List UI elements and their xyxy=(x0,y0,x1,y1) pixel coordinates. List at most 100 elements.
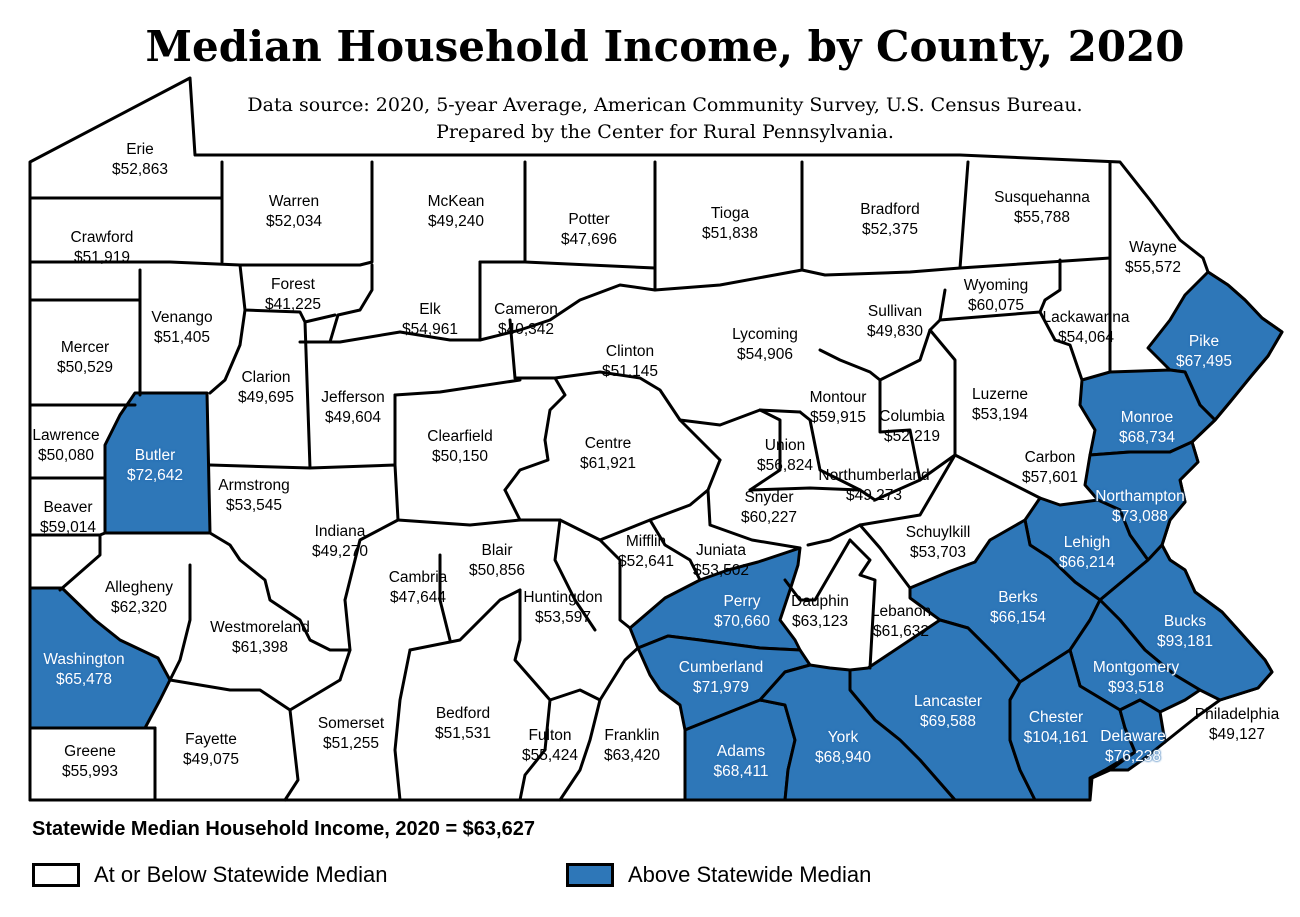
county-label-mercer: Mercer $50,529 xyxy=(57,338,113,378)
county-name: Columbia xyxy=(879,408,945,425)
county-label-huntingdon: Huntingdon $53,597 xyxy=(523,588,602,628)
county-name: Lawrence xyxy=(32,427,100,444)
county-name: Chester xyxy=(1028,709,1084,726)
county-income: $40,342 xyxy=(497,321,555,338)
county-label-adams: Adams $68,411 xyxy=(714,742,769,782)
county-income: $65,478 xyxy=(55,671,113,688)
county-label-blair: Blair $50,856 xyxy=(469,541,525,581)
legend-below-label: At or Below Statewide Median xyxy=(94,862,388,887)
county-label-philadelphia: Philadelphia $49,127 xyxy=(1195,705,1279,745)
county-income: $63,420 xyxy=(603,747,661,764)
county-label-franklin: Franklin $63,420 xyxy=(604,726,660,766)
county-border xyxy=(806,453,957,547)
county-label-montour: Montour $59,915 xyxy=(810,388,867,428)
county-income: $53,545 xyxy=(225,497,283,514)
county-income: $55,993 xyxy=(61,763,119,780)
county-label-cameron: Cameron $40,342 xyxy=(494,300,558,340)
county-income: $50,080 xyxy=(37,447,95,464)
county-border xyxy=(343,518,400,602)
county-name: Warren xyxy=(268,193,320,210)
county-income: $49,830 xyxy=(866,323,924,340)
county-name: Cumberland xyxy=(678,659,764,676)
county-label-washington: Washington $65,478 xyxy=(43,650,124,690)
county-border xyxy=(800,160,970,277)
county-label-northumberland: Northumberland $49,273 xyxy=(818,466,929,506)
county-label-cambria: Cambria $47,644 xyxy=(389,568,448,608)
county-name: Huntingdon xyxy=(523,589,603,606)
county-income: $52,641 xyxy=(617,553,675,570)
county-income: $54,906 xyxy=(736,346,794,363)
county-border xyxy=(513,376,567,442)
county-income: $68,734 xyxy=(1118,429,1176,446)
county-income: $47,696 xyxy=(560,231,618,248)
county-border xyxy=(208,531,352,652)
county-name: Pike xyxy=(1188,333,1220,350)
county-income: $53,502 xyxy=(692,562,750,579)
county-income: $50,150 xyxy=(431,448,489,465)
county-name: Schuylkill xyxy=(905,524,971,541)
county-income: $52,863 xyxy=(111,161,169,178)
county-name: Bucks xyxy=(1163,613,1207,630)
county-label-berks: Berks $66,154 xyxy=(990,588,1046,628)
county-name: Crawford xyxy=(70,229,134,246)
county-income: $104,161 xyxy=(1023,729,1089,746)
county-name: Greene xyxy=(64,743,116,760)
county-border xyxy=(798,410,862,492)
county-border xyxy=(848,538,877,670)
county-border xyxy=(288,678,342,712)
county-label-carbon: Carbon $57,601 xyxy=(1022,448,1078,488)
county-name: Tioga xyxy=(710,205,750,222)
county-label-forest: Forest $41,225 xyxy=(265,275,321,315)
county-label-butler: Butler $72,642 xyxy=(127,446,183,486)
county-border xyxy=(783,538,852,602)
county-label-westmoreland: Westmoreland $61,398 xyxy=(210,618,310,658)
county-label-tioga: Tioga $51,838 xyxy=(702,204,758,244)
county-income: $61,921 xyxy=(579,455,637,472)
county-name: Lackawanna xyxy=(1042,309,1130,326)
map-title: Median Household Income, by County, 2020 xyxy=(145,22,1185,71)
county-income: $51,838 xyxy=(701,225,759,242)
county-shape-washington xyxy=(28,586,172,730)
county-label-mckean: McKean $49,240 xyxy=(428,192,485,232)
county-income: $49,273 xyxy=(845,487,903,504)
county-border xyxy=(553,370,802,427)
county-border xyxy=(858,523,912,590)
county-label-greene: Greene $55,993 xyxy=(62,742,118,782)
county-shape-york xyxy=(758,663,957,802)
county-name: Wyoming xyxy=(963,277,1029,294)
statewide-median: Statewide Median Household Income, 2020 … xyxy=(32,818,535,840)
county-name: Wayne xyxy=(1129,239,1177,256)
county-income: $41,225 xyxy=(264,296,322,313)
county-label-lawrence: Lawrence $50,080 xyxy=(32,426,99,466)
county-name: Snyder xyxy=(744,489,794,506)
county-border xyxy=(168,563,192,682)
county-income: $51,255 xyxy=(322,735,380,752)
legend-above-swatch xyxy=(566,863,614,887)
county-label-wyoming: Wyoming $60,075 xyxy=(964,276,1028,316)
county-name: Allegheny xyxy=(104,579,174,596)
county-name: Indiana xyxy=(314,523,366,540)
county-income: $51,531 xyxy=(434,725,492,742)
county-border xyxy=(58,533,102,592)
county-label-union: Union $56,824 xyxy=(757,436,813,476)
county-label-beaver: Beaver $59,014 xyxy=(40,498,96,538)
county-income: $51,405 xyxy=(153,329,211,346)
county-label-wayne: Wayne $55,572 xyxy=(1125,238,1181,278)
county-label-lancaster: Lancaster $69,588 xyxy=(914,692,982,732)
county-label-centre: Centre $61,921 xyxy=(580,434,636,474)
county-border xyxy=(653,160,804,292)
county-border xyxy=(678,418,722,462)
county-name: Juniata xyxy=(696,542,746,559)
county-border xyxy=(328,263,374,344)
county-name: Luzerne xyxy=(971,386,1028,403)
county-border xyxy=(928,328,1042,500)
county-border xyxy=(393,648,412,802)
county-income: $63,123 xyxy=(791,613,849,630)
county-name: Monroe xyxy=(1120,409,1174,426)
county-name: Blair xyxy=(481,542,513,559)
county-name: Fayette xyxy=(185,731,237,748)
county-income: $54,064 xyxy=(1057,329,1115,346)
county-name: Armstrong xyxy=(218,477,290,494)
county-name: Adams xyxy=(716,743,766,760)
